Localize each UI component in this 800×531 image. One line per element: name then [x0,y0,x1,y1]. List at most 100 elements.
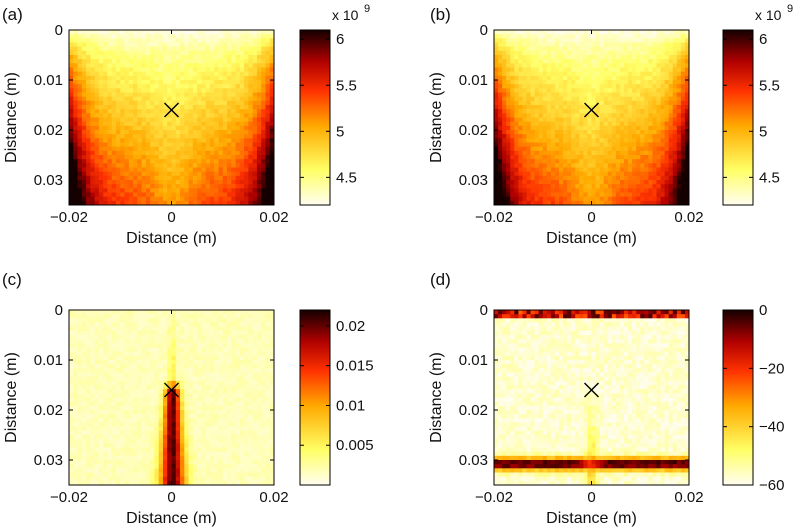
heatmap-cell [107,96,113,102]
heatmap-cell [86,34,91,39]
heatmap-cell [542,130,548,135]
heatmap-cell [133,71,138,77]
heatmap-cell [154,146,160,152]
heatmap-cell [648,134,653,139]
heatmap-cell [252,188,258,193]
heatmap-cell [111,42,117,48]
heatmap-cell [591,96,596,102]
heatmap-cell [107,310,113,315]
heatmap-cell [235,314,241,319]
heatmap-cell [171,314,177,319]
heatmap-cell [684,155,690,160]
heatmap-cell [603,121,609,127]
heatmap-cell [218,310,224,315]
heatmap-cell [167,55,172,60]
heatmap-cell [205,167,211,173]
heatmap-cell [94,360,100,365]
heatmap-cell [526,125,531,131]
heatmap-cell [150,84,155,89]
heatmap-cell [81,59,87,64]
heatmap-cell [205,192,211,198]
heatmap-cell [115,100,121,106]
heatmap-cell [680,105,686,110]
heatmap-cell [218,159,224,164]
heatmap-cell [192,318,198,323]
heatmap-cell [632,130,637,135]
heatmap-cell [154,142,160,148]
heatmap-cell [86,380,91,386]
heatmap-cell [69,364,74,369]
heatmap-cell [252,155,258,160]
heatmap-cell [640,150,645,156]
heatmap-cell [90,322,96,328]
heatmap-cell [672,88,678,93]
heatmap-cell [664,192,670,198]
heatmap-cell [133,100,138,106]
heatmap-cell [145,314,151,319]
heatmap-cell [209,125,215,131]
heatmap-cell [656,30,661,35]
heatmap-cell [648,63,653,68]
heatmap-cell [77,347,83,353]
heatmap-cell [227,372,232,378]
heatmap-cell [587,38,592,43]
heatmap-cell [235,38,241,43]
heatmap-cell [120,34,125,39]
heatmap-cell [115,385,121,390]
heatmap-cell [86,360,91,365]
heatmap-cell [619,38,625,43]
colorbar-tick-label: 6 [336,31,344,48]
heatmap-cell [567,42,572,48]
heatmap-cell [518,180,523,185]
heatmap-cell [526,167,531,173]
heatmap-cell [235,100,241,106]
heatmap-cell [559,146,564,152]
heatmap-cell [107,355,113,361]
heatmap-cell [205,335,211,340]
heatmap-cell [115,196,121,202]
heatmap-cell [154,159,160,164]
heatmap-cell [252,355,258,361]
heatmap-cell [615,155,621,160]
heatmap-cell [256,71,262,77]
heatmap-cell [244,105,249,110]
heatmap-cell [559,192,564,198]
heatmap-cell [502,75,507,81]
heatmap-cell [222,188,228,193]
heatmap-cell [265,200,271,206]
heatmap-cell [563,46,568,52]
heatmap-cell [502,71,507,77]
heatmap-cell [222,34,228,39]
heatmap-cell [559,117,564,123]
heatmap-cell [137,96,142,102]
heatmap-cell [167,364,172,369]
heatmap-cell [680,75,686,81]
heatmap-cell [252,67,258,73]
heatmap-cell [120,339,125,344]
colorbar-multiplier-exponent: 9 [787,3,793,15]
heatmap-cell [554,67,560,73]
heatmap-cell [494,184,499,189]
heatmap-cell [611,30,617,35]
heatmap-cell [628,175,633,181]
heatmap-cell [595,192,601,198]
heatmap-cell [514,163,519,168]
heatmap-cell [218,351,224,357]
heatmap-cell [192,125,198,131]
heatmap-cell [192,67,198,73]
heatmap-cell [672,188,678,193]
heatmap-cell [107,368,113,373]
y-tick-label: 0.02 [459,122,488,139]
heatmap-cell [81,100,87,106]
heatmap-cell [644,159,649,164]
heatmap-cell [111,167,117,173]
heatmap-cell [542,192,548,198]
heatmap-cell [652,109,657,114]
heatmap-cell [680,196,686,202]
heatmap-cell [141,138,147,143]
heatmap-cell [197,188,202,193]
heatmap-cell [664,200,670,206]
heatmap-cell [77,130,83,135]
heatmap-cell [69,75,74,81]
heatmap-cell [128,200,134,206]
